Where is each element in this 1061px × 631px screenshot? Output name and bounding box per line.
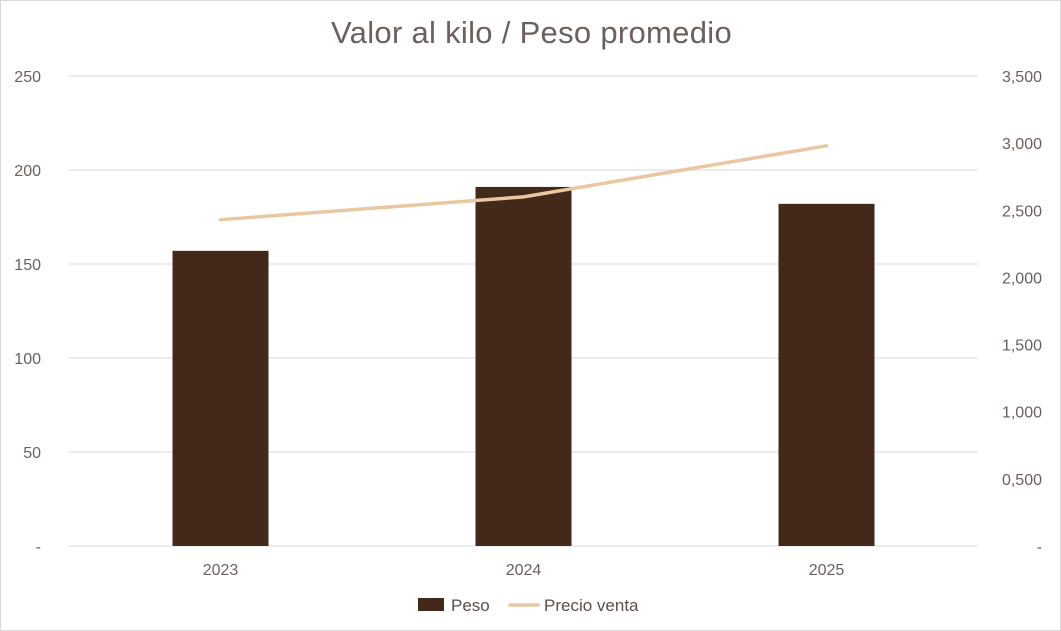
line-precio-venta xyxy=(218,144,829,222)
legend-label-precio-venta: Precio venta xyxy=(544,596,639,615)
x-tick-label: 2024 xyxy=(506,562,542,579)
y-left-tick-label: 150 xyxy=(14,257,41,274)
y-left-tick-label: 50 xyxy=(23,445,41,462)
y-right-tick-label: - xyxy=(1037,539,1042,556)
y-right-tick-label: 3,500 xyxy=(1002,69,1042,86)
y-left-tick-label: 100 xyxy=(14,351,41,368)
chart-title: Valor al kilo / Peso promedio xyxy=(331,15,732,50)
y-right-tick-label: 2,500 xyxy=(1002,203,1042,220)
y-left-tick-label: 250 xyxy=(14,69,41,86)
x-tick-label: 2023 xyxy=(203,562,239,579)
x-tick-label: 2025 xyxy=(809,562,845,579)
y-right-tick-label: 2,000 xyxy=(1002,270,1042,287)
legend-label-peso: Peso xyxy=(451,596,490,615)
y-right-tick-label: 1,500 xyxy=(1002,338,1042,355)
y-right-tick-label: 1,000 xyxy=(1002,405,1042,422)
bar-peso-2023 xyxy=(172,250,269,546)
bar-peso-2024 xyxy=(475,186,572,547)
y-left-tick-label: - xyxy=(36,539,41,556)
legend-swatch-peso xyxy=(418,598,444,611)
bar-peso-2025 xyxy=(778,203,875,546)
y-left-tick-label: 200 xyxy=(14,163,41,180)
y-right-tick-label: 3,000 xyxy=(1002,136,1042,153)
y-right-tick-label: 0,500 xyxy=(1002,472,1042,489)
